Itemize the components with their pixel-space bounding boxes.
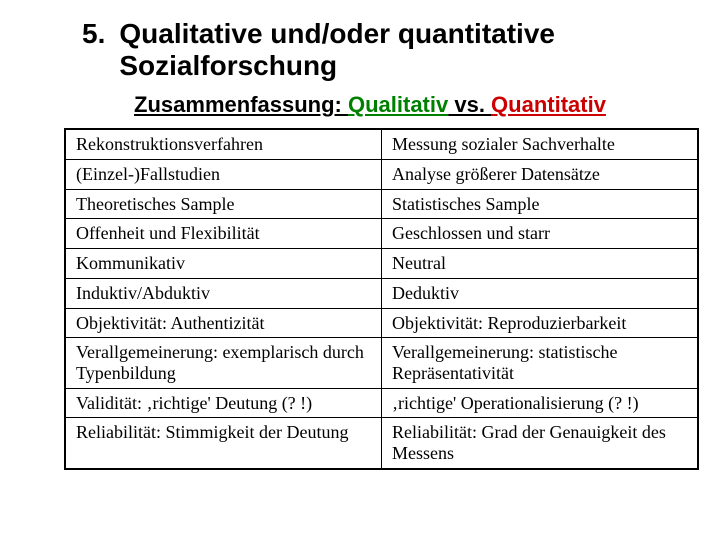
slide-subtitle: Zusammenfassung: Qualitativ vs. Quantita… xyxy=(70,92,670,118)
cell-left: Kommunikativ xyxy=(65,249,382,279)
cell-left: Verallgemeinerung: exemplarisch durch Ty… xyxy=(65,338,382,388)
cell-left: Reliabilität: Stimmigkeit der Deutung xyxy=(65,418,382,469)
cell-left: Validität: ‚richtige' Deutung (? !) xyxy=(65,388,382,418)
cell-left: Induktiv/Abduktiv xyxy=(65,278,382,308)
table-row: Objektivität: AuthentizitätObjektivität:… xyxy=(65,308,698,338)
cell-right: Deduktiv xyxy=(382,278,699,308)
heading-number: 5. xyxy=(82,18,105,50)
cell-left: Objektivität: Authentizität xyxy=(65,308,382,338)
table-row: (Einzel-)FallstudienAnalyse größerer Dat… xyxy=(65,160,698,190)
subtitle-quantitative: Quantitativ xyxy=(491,92,606,117)
cell-right: Reliabilität: Grad der Genauigkeit des M… xyxy=(382,418,699,469)
cell-right: ‚richtige' Operationalisierung (? !) xyxy=(382,388,699,418)
slide-heading: 5. Qualitative und/oder quantitative Soz… xyxy=(82,18,690,82)
subtitle-qualitative: Qualitativ xyxy=(348,92,448,117)
cell-right: Statistisches Sample xyxy=(382,189,699,219)
cell-right: Verallgemeinerung: statistische Repräsen… xyxy=(382,338,699,388)
cell-left: (Einzel-)Fallstudien xyxy=(65,160,382,190)
cell-right: Geschlossen und starr xyxy=(382,219,699,249)
cell-left: Rekonstruktionsverfahren xyxy=(65,129,382,159)
table-row: Induktiv/AbduktivDeduktiv xyxy=(65,278,698,308)
cell-right: Neutral xyxy=(382,249,699,279)
table-row: Theoretisches SampleStatistisches Sample xyxy=(65,189,698,219)
cell-left: Offenheit und Flexibilität xyxy=(65,219,382,249)
subtitle-prefix: Zusammenfassung: xyxy=(134,92,348,117)
comparison-table: RekonstruktionsverfahrenMessung sozialer… xyxy=(64,128,699,469)
subtitle-vs: vs. xyxy=(448,92,491,117)
table-row: Verallgemeinerung: exemplarisch durch Ty… xyxy=(65,338,698,388)
cell-left: Theoretisches Sample xyxy=(65,189,382,219)
table-body: RekonstruktionsverfahrenMessung sozialer… xyxy=(65,129,698,468)
cell-right: Objektivität: Reproduzierbarkeit xyxy=(382,308,699,338)
heading-text: Qualitative und/oder quantitative Sozial… xyxy=(119,18,690,82)
table-row: RekonstruktionsverfahrenMessung sozialer… xyxy=(65,129,698,159)
cell-right: Messung sozialer Sachverhalte xyxy=(382,129,699,159)
table-row: KommunikativNeutral xyxy=(65,249,698,279)
table-row: Validität: ‚richtige' Deutung (? !)‚rich… xyxy=(65,388,698,418)
cell-right: Analyse größerer Datensätze xyxy=(382,160,699,190)
table-row: Offenheit und FlexibilitätGeschlossen un… xyxy=(65,219,698,249)
table-row: Reliabilität: Stimmigkeit der DeutungRel… xyxy=(65,418,698,469)
